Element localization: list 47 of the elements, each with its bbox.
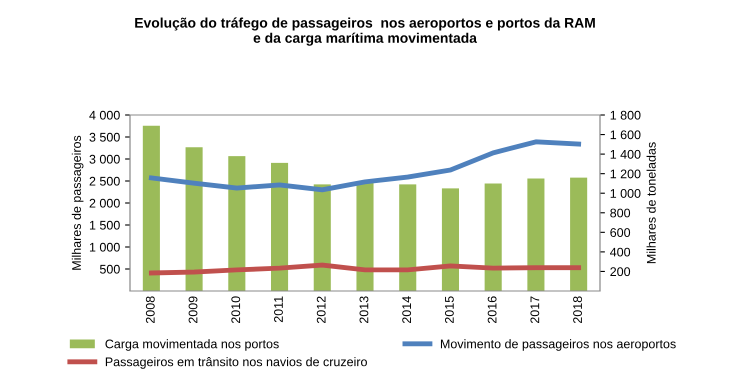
y2-tick-label: 200	[610, 267, 630, 276]
x-tick-label: 2014	[402, 296, 412, 324]
x-tick-label: 2015	[444, 296, 454, 324]
line-series	[148, 139, 582, 192]
y2-tick-label: 1 400	[610, 150, 641, 159]
bar	[484, 183, 502, 291]
x-tick-label: 2009	[188, 296, 198, 324]
y-tick-label: 3 500	[89, 132, 120, 142]
bar	[399, 184, 416, 291]
chart-title: Evolução do tráfego de passageiros nos aeroportos e portos da RAM e da carga marítima movimentada	[135, 17, 595, 46]
y-tick-label: 4 000	[89, 110, 120, 120]
y2-tick-label: 400	[610, 248, 630, 257]
bar	[356, 181, 374, 291]
y-tick-label: 2 500	[90, 176, 120, 186]
legend-label: Movimento de passageiros nos aeroportos	[440, 339, 676, 351]
bar	[442, 188, 459, 291]
y-tick-label: 3 000	[89, 154, 120, 164]
bar	[527, 178, 544, 291]
x-tick-label: 2011	[274, 296, 283, 322]
bar	[570, 178, 588, 291]
x-tick-label: 2017	[530, 296, 540, 324]
y-tick-label: 2 000	[90, 198, 120, 208]
x-tick-label: 2012	[316, 296, 326, 324]
x-tick-label: 2010	[231, 296, 240, 324]
legend-label: Passageiros em trânsito nos navios de cruzeiro	[106, 357, 367, 369]
y-tick-label: 1 000	[90, 242, 120, 252]
bar	[186, 147, 203, 291]
y2-tick-label: 600	[610, 228, 630, 237]
bar	[142, 126, 160, 291]
y2-tick-label: 1 000	[610, 189, 641, 198]
bar	[271, 162, 288, 291]
x-tick-label: 2018	[573, 296, 582, 324]
y-tick-label: 1 500	[90, 220, 120, 230]
x-tick-label: 2016	[488, 296, 497, 324]
y2-axis-title: Milhares de toneladas	[646, 142, 656, 264]
x-tick-label: 2013	[360, 296, 368, 324]
y2-tick-label: 1 600	[610, 130, 641, 140]
y2-tick-label: 1 200	[610, 169, 641, 178]
y2-tick-label: 1 800	[610, 110, 641, 120]
y-axis-title: Milhares de passageiros	[72, 136, 84, 270]
bar	[228, 156, 246, 291]
legend-label: Carga movimentada nos portos	[105, 339, 279, 351]
y2-tick-label: 800	[610, 208, 630, 218]
bar	[314, 184, 331, 291]
x-tick-label: 2008	[146, 296, 155, 324]
line-series	[148, 262, 582, 276]
y-tick-label: 500	[100, 264, 120, 274]
